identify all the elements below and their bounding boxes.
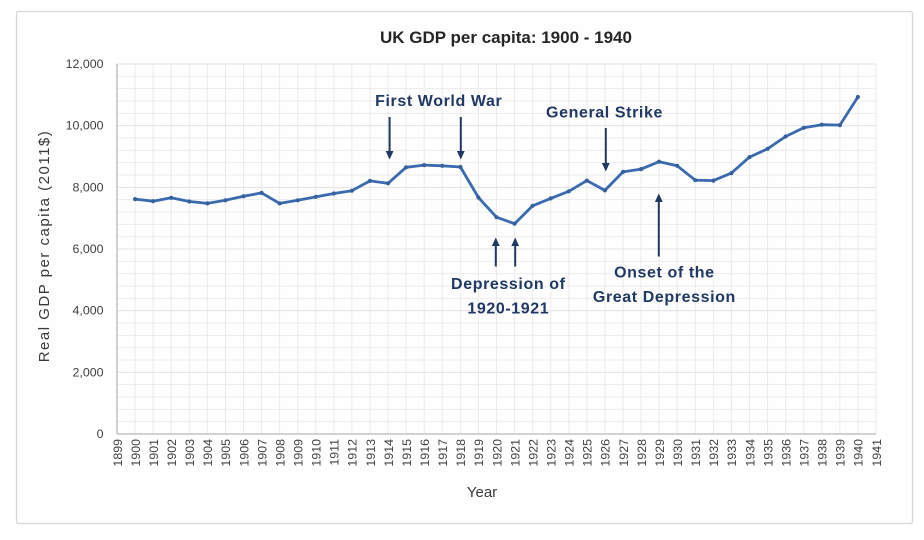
svg-text:1940: 1940 xyxy=(852,439,866,467)
svg-text:1933: 1933 xyxy=(725,439,739,467)
svg-text:1918: 1918 xyxy=(454,439,468,467)
svg-text:1920: 1920 xyxy=(490,439,504,467)
svg-text:1920-1921: 1920-1921 xyxy=(467,301,549,318)
svg-text:0: 0 xyxy=(97,427,104,441)
svg-text:1919: 1919 xyxy=(472,439,486,467)
svg-text:1909: 1909 xyxy=(292,439,306,467)
svg-text:1921: 1921 xyxy=(508,439,522,467)
svg-text:1916: 1916 xyxy=(418,439,432,467)
svg-text:1902: 1902 xyxy=(165,439,179,467)
svg-text:1905: 1905 xyxy=(219,439,233,467)
svg-text:1914: 1914 xyxy=(382,439,396,467)
svg-text:6,000: 6,000 xyxy=(72,242,103,256)
svg-text:1930: 1930 xyxy=(671,439,685,467)
svg-text:1925: 1925 xyxy=(581,439,595,467)
svg-text:General Strike: General Strike xyxy=(546,105,663,122)
svg-text:1931: 1931 xyxy=(689,439,703,467)
svg-text:Onset of the: Onset of the xyxy=(614,265,715,282)
svg-text:1927: 1927 xyxy=(617,439,631,467)
svg-text:1939: 1939 xyxy=(834,439,848,467)
svg-text:1926: 1926 xyxy=(599,439,613,467)
svg-text:1929: 1929 xyxy=(653,439,667,467)
svg-text:1906: 1906 xyxy=(237,439,251,467)
svg-text:8,000: 8,000 xyxy=(72,180,103,194)
svg-text:1923: 1923 xyxy=(545,439,559,467)
svg-text:1915: 1915 xyxy=(400,439,414,467)
svg-text:1904: 1904 xyxy=(201,439,215,467)
svg-text:1937: 1937 xyxy=(798,439,812,467)
svg-text:10,000: 10,000 xyxy=(66,119,104,133)
svg-text:1922: 1922 xyxy=(526,439,540,467)
svg-text:1901: 1901 xyxy=(147,439,161,467)
svg-text:1932: 1932 xyxy=(707,439,721,467)
svg-text:First World War: First World War xyxy=(375,93,502,110)
svg-text:Real GDP per capita (2011$): Real GDP per capita (2011$) xyxy=(36,130,53,363)
svg-text:2,000: 2,000 xyxy=(72,365,103,379)
svg-text:1907: 1907 xyxy=(255,439,269,467)
svg-text:1913: 1913 xyxy=(364,439,378,467)
svg-text:1911: 1911 xyxy=(328,439,342,466)
svg-text:4,000: 4,000 xyxy=(72,304,103,318)
svg-text:1900: 1900 xyxy=(129,439,143,467)
svg-text:1938: 1938 xyxy=(816,439,830,467)
svg-text:1903: 1903 xyxy=(183,439,197,467)
svg-text:1910: 1910 xyxy=(310,439,324,467)
svg-text:UK GDP per capita: 1900 - 1940: UK GDP per capita: 1900 - 1940 xyxy=(380,28,632,47)
svg-text:1908: 1908 xyxy=(273,439,287,467)
svg-text:Great Depression: Great Depression xyxy=(593,289,736,306)
svg-text:1936: 1936 xyxy=(779,439,793,467)
svg-text:Depression of: Depression of xyxy=(451,276,566,293)
svg-text:12,000: 12,000 xyxy=(66,57,104,71)
svg-text:1934: 1934 xyxy=(743,439,757,467)
svg-text:1912: 1912 xyxy=(346,439,360,467)
svg-text:1917: 1917 xyxy=(436,439,450,467)
svg-text:1924: 1924 xyxy=(563,439,577,467)
svg-text:1935: 1935 xyxy=(761,439,775,467)
svg-text:1941: 1941 xyxy=(870,439,884,467)
svg-text:1899: 1899 xyxy=(111,439,125,467)
svg-text:Year: Year xyxy=(467,484,497,501)
svg-text:1928: 1928 xyxy=(635,439,649,467)
